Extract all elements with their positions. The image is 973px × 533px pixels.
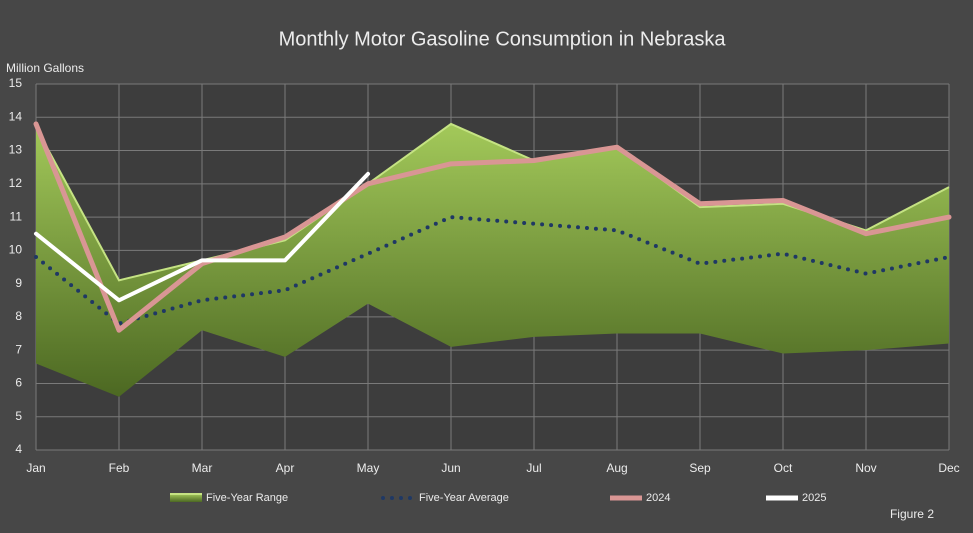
legend-label: Five-Year Range [206,492,288,504]
x-tick-label: Dec [938,461,959,475]
y-tick-label: 14 [9,109,23,123]
y-tick-label: 8 [15,309,22,323]
y-axis-label: Million Gallons [6,61,84,75]
x-tick-label: Jul [526,461,541,475]
legend-label: 2024 [646,492,670,504]
legend-swatch [170,494,202,502]
figure-note: Figure 2 [890,507,934,521]
legend-label: Five-Year Average [419,492,509,504]
y-tick-label: 5 [15,409,22,423]
series-line [34,215,951,326]
x-tick-label: Mar [192,461,213,475]
y-tick-label: 7 [15,342,22,356]
y-tick-label: 6 [15,376,22,390]
y-tick-label: 4 [15,442,22,456]
series-line [33,121,952,333]
x-tick-label: Apr [276,461,295,475]
y-tick-label: 10 [9,243,23,257]
x-tick-label: Jun [441,461,460,475]
y-tick-label: 12 [9,176,23,190]
x-tick-label: Feb [109,461,130,475]
y-tick-label: 9 [15,276,22,290]
series-line [34,171,370,303]
x-tick-label: Nov [855,461,876,475]
x-tick-label: May [357,461,380,475]
chart-title: Monthly Motor Gasoline Consumption in Ne… [279,28,727,50]
x-tick-label: Sep [689,461,711,475]
range-area [36,123,949,397]
y-tick-label: 11 [10,209,23,223]
legend-label: 2025 [802,492,826,504]
x-tick-label: Oct [774,461,793,475]
x-tick-label: Jan [26,461,45,475]
y-tick-label: 13 [9,143,23,157]
x-tick-label: Aug [606,461,627,475]
y-tick-label: 15 [9,76,23,90]
